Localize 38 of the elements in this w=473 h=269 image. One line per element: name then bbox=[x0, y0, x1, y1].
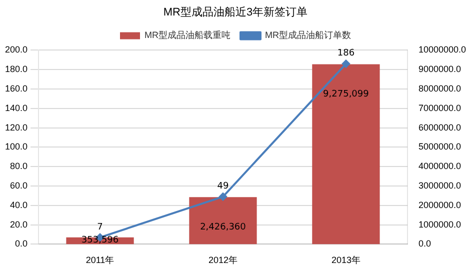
x-tick-label: 2011年 bbox=[86, 255, 114, 266]
y-tick-label: 120.0 bbox=[4, 122, 28, 132]
data-label: 186 bbox=[337, 48, 355, 59]
data-label: 353,596 bbox=[81, 236, 119, 246]
point bbox=[342, 60, 350, 68]
legend-label: MR型成品油船订单数 bbox=[265, 30, 351, 40]
data-label: 7 bbox=[97, 222, 103, 232]
y-tick-label: 160.0 bbox=[4, 83, 28, 94]
y2-tick-label: 6000000.0 bbox=[418, 122, 461, 132]
bar bbox=[189, 197, 257, 244]
chart-title: MR型成品油船近3年新签订单 bbox=[163, 6, 308, 19]
data-label: 49 bbox=[217, 182, 229, 192]
x-tick-label: 2012年 bbox=[208, 255, 238, 266]
y-tick-label: 180.0 bbox=[4, 64, 28, 74]
y-tick-label: 140.0 bbox=[4, 102, 28, 113]
point bbox=[218, 192, 227, 201]
bar bbox=[312, 64, 380, 244]
y-tick-label: 0.0 bbox=[15, 238, 28, 249]
y2-tick-label: 4000000.0 bbox=[418, 161, 461, 172]
y-tick-label: 200.0 bbox=[4, 44, 28, 55]
y2-tick-label: 7000000.0 bbox=[418, 102, 461, 113]
data-label: 2,426,360 bbox=[200, 222, 246, 232]
y2-tick-label: 3000000.0 bbox=[418, 180, 461, 190]
legend-label: MR型成品油船载重吨 bbox=[144, 30, 231, 40]
y2-tick-label: 0.0 bbox=[418, 238, 431, 249]
y2-tick-label: 5000000.0 bbox=[418, 142, 461, 152]
y-tick-label: 20.0 bbox=[10, 219, 28, 230]
data-label: 9,275,099 bbox=[323, 90, 370, 100]
y2-tick-label: 2000000.0 bbox=[418, 200, 461, 210]
y2-tick-label: 9000000.0 bbox=[418, 64, 461, 74]
y2-tick-label: 8000000.0 bbox=[418, 83, 461, 94]
x-tick-label: 2013年 bbox=[331, 255, 360, 266]
y-tick-label: 80.0 bbox=[10, 161, 28, 172]
y2-tick-label: 1000000.0 bbox=[418, 219, 461, 230]
y-tick-label: 60.0 bbox=[10, 180, 28, 190]
y-tick-label: 100.0 bbox=[4, 142, 28, 152]
y-tick-label: 40.0 bbox=[10, 200, 28, 210]
y2-tick-label: 10000000.0 bbox=[418, 44, 466, 55]
